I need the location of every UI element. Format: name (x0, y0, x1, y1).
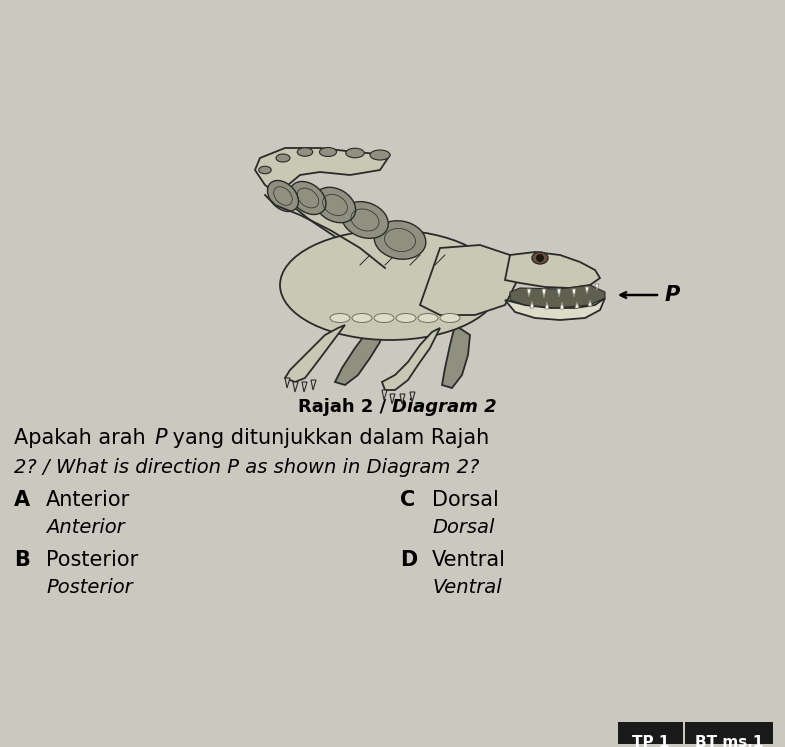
Polygon shape (585, 287, 589, 294)
Polygon shape (382, 328, 440, 390)
Polygon shape (420, 245, 520, 315)
Text: Diagram 2: Diagram 2 (392, 398, 497, 416)
Polygon shape (302, 382, 307, 392)
Text: TP 1: TP 1 (632, 735, 670, 747)
Ellipse shape (259, 167, 272, 174)
Polygon shape (285, 325, 345, 382)
Ellipse shape (536, 254, 544, 262)
Bar (685, 722, 773, 744)
Ellipse shape (418, 314, 438, 323)
Text: Ventral: Ventral (432, 578, 502, 597)
Ellipse shape (290, 182, 326, 214)
Text: Dorsal: Dorsal (432, 490, 499, 510)
Polygon shape (505, 298, 605, 320)
Text: C: C (400, 490, 415, 510)
Text: P: P (154, 428, 166, 448)
Ellipse shape (298, 148, 312, 156)
Text: Anterior: Anterior (46, 490, 130, 510)
Ellipse shape (440, 314, 460, 323)
Ellipse shape (374, 314, 394, 323)
Polygon shape (255, 148, 395, 258)
Ellipse shape (396, 314, 416, 323)
Text: D: D (400, 550, 418, 570)
Text: What is direction P as shown in Diagram 2?: What is direction P as shown in Diagram … (56, 458, 480, 477)
Ellipse shape (319, 147, 337, 157)
Ellipse shape (276, 154, 290, 162)
Text: Dorsal: Dorsal (432, 518, 495, 537)
Ellipse shape (345, 148, 364, 158)
Polygon shape (542, 289, 546, 298)
Ellipse shape (314, 187, 356, 223)
Text: Posterior: Posterior (46, 550, 138, 570)
Text: 2? /: 2? / (14, 458, 56, 477)
Text: Rajah 2 /: Rajah 2 / (298, 398, 392, 416)
Ellipse shape (374, 221, 425, 259)
Polygon shape (293, 382, 298, 392)
Text: BT ms.1: BT ms.1 (695, 735, 763, 747)
Polygon shape (595, 284, 599, 290)
Polygon shape (527, 289, 531, 297)
Text: A: A (14, 490, 30, 510)
Polygon shape (557, 289, 561, 297)
Text: P: P (665, 285, 681, 305)
Ellipse shape (370, 150, 390, 160)
Polygon shape (400, 394, 405, 404)
Polygon shape (335, 328, 382, 385)
Text: Apakah arah: Apakah arah (14, 428, 152, 448)
Polygon shape (382, 390, 387, 400)
Ellipse shape (330, 314, 350, 323)
Ellipse shape (341, 202, 389, 238)
Polygon shape (390, 394, 395, 404)
Polygon shape (572, 289, 576, 297)
Polygon shape (530, 301, 534, 308)
Text: Anterior: Anterior (46, 518, 125, 537)
Polygon shape (510, 285, 605, 308)
Polygon shape (505, 252, 600, 288)
Ellipse shape (532, 252, 548, 264)
Polygon shape (410, 392, 415, 402)
Ellipse shape (268, 181, 298, 211)
Polygon shape (560, 302, 564, 309)
Text: Ventral: Ventral (432, 550, 506, 570)
Polygon shape (285, 378, 290, 388)
Ellipse shape (352, 314, 372, 323)
Ellipse shape (280, 230, 500, 340)
Text: B: B (14, 550, 30, 570)
Polygon shape (545, 302, 549, 309)
Polygon shape (442, 325, 470, 388)
Polygon shape (588, 300, 592, 306)
Text: Posterior: Posterior (46, 578, 133, 597)
Text: yang ditunjukkan dalam Rajah: yang ditunjukkan dalam Rajah (166, 428, 489, 448)
Bar (618, 722, 683, 744)
Polygon shape (575, 302, 579, 308)
Polygon shape (311, 380, 316, 390)
